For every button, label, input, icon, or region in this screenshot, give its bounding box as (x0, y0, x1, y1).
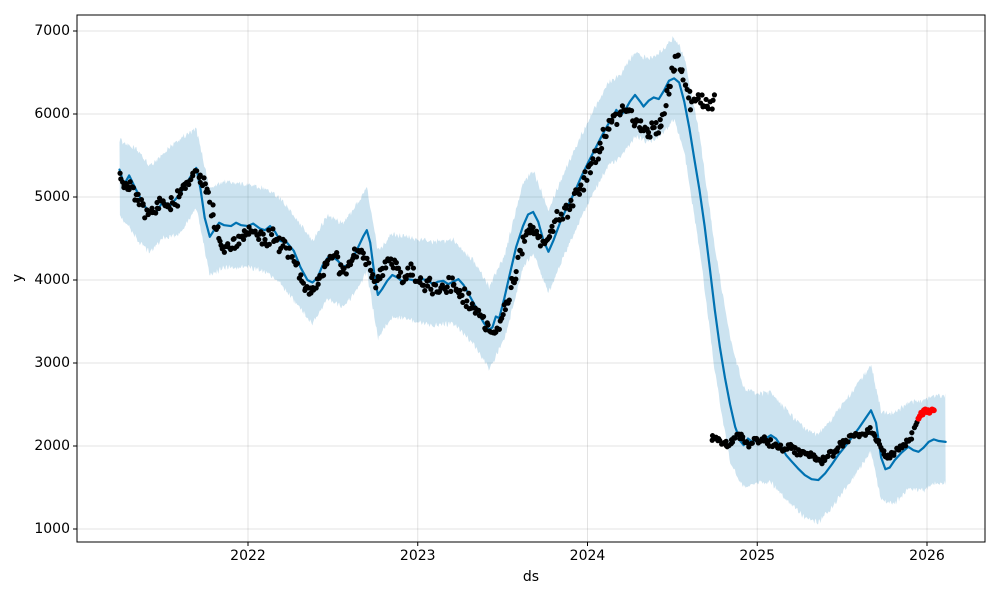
forecast-chart-canvas (0, 0, 1000, 600)
prophet-forecast-figure: 2022 2023 2024 2025 2026 1000 2000 3000 4000 5000… (0, 0, 1000, 600)
